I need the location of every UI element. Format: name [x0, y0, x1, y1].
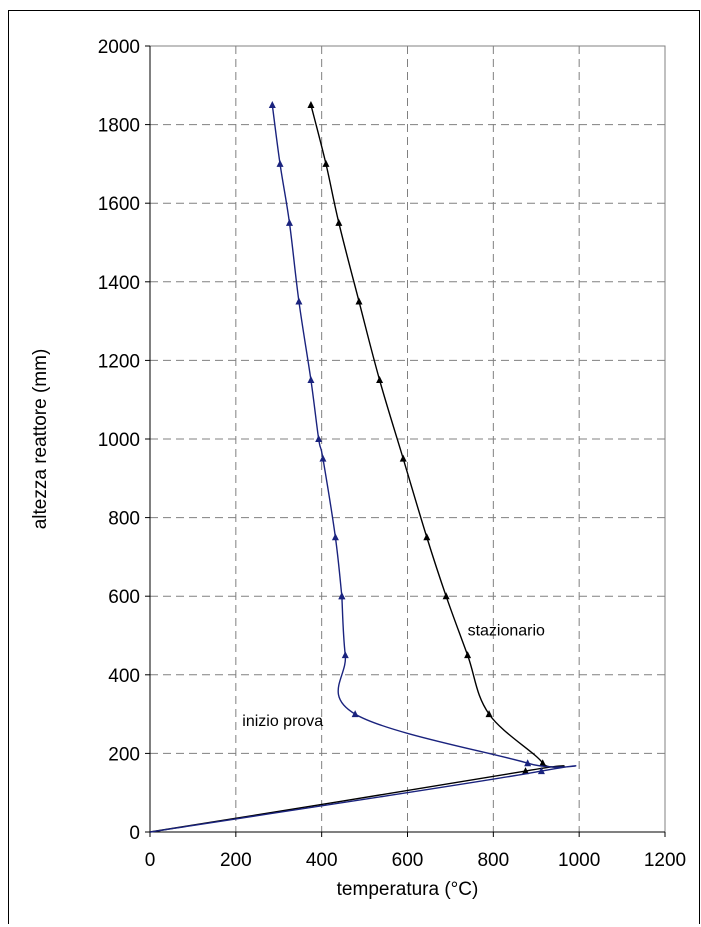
data-point-marker	[355, 297, 363, 305]
data-point-marker	[341, 651, 349, 659]
data-point-marker	[315, 435, 323, 442]
grid-lines	[150, 46, 665, 832]
y-tick-label: 1000	[98, 430, 140, 451]
y-tick-label: 1800	[98, 116, 140, 137]
data-point-marker	[376, 376, 384, 384]
y-tick-label: 0	[129, 823, 140, 844]
data-point-marker	[335, 218, 343, 226]
series-line	[149, 104, 565, 833]
data-point-marker	[351, 710, 359, 718]
data-point-marker	[399, 454, 407, 462]
y-axis-title: altezza reattore (mm)	[30, 349, 51, 530]
y-tick-label: 1600	[98, 194, 140, 215]
data-point-marker	[464, 651, 472, 659]
data-point-marker	[442, 592, 450, 600]
y-tick-label: 1200	[98, 351, 140, 372]
data-point-marker	[485, 710, 493, 718]
chart-frame	[8, 10, 700, 924]
data-point-marker	[319, 454, 327, 462]
data-point-marker	[268, 100, 276, 108]
y-tick-label: 2000	[98, 37, 140, 58]
data-point-marker	[524, 759, 532, 767]
series-label: inizio prova	[242, 713, 323, 730]
y-tick-label: 200	[108, 744, 140, 765]
data-point-marker	[276, 159, 284, 167]
x-tick-label: 400	[306, 850, 338, 871]
x-tick-label: 0	[145, 850, 156, 871]
series-group	[149, 100, 577, 833]
x-tick-label: 200	[220, 850, 252, 871]
y-tick-label: 600	[108, 587, 140, 608]
y-tick-label: 400	[108, 666, 140, 687]
data-point-marker	[423, 533, 431, 541]
x-axis-title: temperatura (°C)	[337, 879, 479, 900]
y-tick-label: 800	[108, 509, 140, 530]
y-axis-ticks: 0 200 400 600 800 1000 1200 1400 1600 1800 2000	[98, 37, 151, 844]
data-point-marker	[295, 297, 303, 305]
x-tick-label: 600	[392, 850, 424, 871]
x-axis-ticks: 0 200 400 600 800 1000 1200	[145, 831, 686, 871]
data-point-marker	[331, 533, 339, 541]
data-point-marker	[338, 592, 346, 600]
data-point-marker	[537, 767, 545, 775]
data-point-marker	[322, 159, 330, 167]
data-point-marker	[307, 376, 315, 384]
x-tick-label: 1000	[558, 850, 600, 871]
series-label: stazionario	[468, 623, 545, 640]
data-point-marker	[539, 759, 547, 767]
data-point-marker	[285, 218, 293, 226]
x-tick-label: 800	[477, 850, 509, 871]
data-point-marker	[522, 767, 530, 775]
x-tick-label: 1200	[644, 850, 686, 871]
series-labels: stazionario inizio prova	[242, 623, 545, 730]
y-tick-label: 1400	[98, 273, 140, 294]
series-line	[149, 104, 577, 833]
data-point-marker	[307, 100, 315, 108]
